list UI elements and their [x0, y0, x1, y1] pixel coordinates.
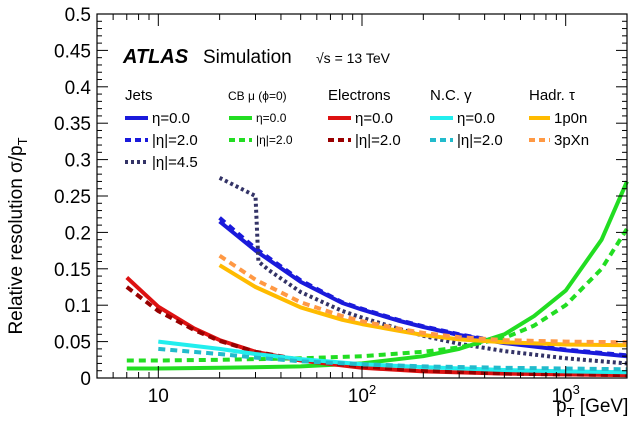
y-tick-label: 0.15 [54, 260, 91, 281]
experiment-label: ATLAS [122, 46, 189, 68]
legend-title-photons: N.C. γ [430, 87, 472, 104]
y-tick-label: 0.35 [54, 114, 91, 135]
legend-title-jets: Jets [125, 87, 153, 104]
x-tick-label: 103 [551, 382, 579, 407]
series-line-2 [218, 176, 628, 366]
legend-title-electrons: Electrons [328, 87, 391, 104]
legend-label-muon-eta0: η=0.0 [256, 111, 287, 125]
legend-label-muon-eta2: |η|=2.0 [256, 133, 293, 147]
legend-label-photon-eta0: η=0.0 [457, 110, 495, 127]
y-axis-title: Relative resolution σ/pT [6, 137, 30, 334]
x-axis-title: pT [GeV] [556, 396, 628, 420]
y-tick-label: 0.25 [54, 187, 91, 208]
legend-label-jets-eta45: |η|=4.5 [152, 154, 198, 171]
series-line-3 [126, 180, 629, 371]
x-tick-label: 10 [148, 386, 169, 407]
series-line-6 [125, 285, 628, 378]
y-tick-label: 0.2 [65, 223, 91, 244]
legend-label-jets-eta0: η=0.0 [152, 110, 190, 127]
series-line-10 [218, 254, 628, 345]
y-tick-label: 0.1 [65, 296, 91, 317]
y-tick-label: 0.05 [54, 333, 91, 354]
simulation-label: Simulation [203, 47, 292, 68]
energy-label: √s = 13 TeV [316, 50, 391, 66]
x-tick-label: 102 [348, 382, 376, 407]
legend-label-electron-eta2: |η|=2.0 [355, 132, 401, 149]
series-line-4 [126, 227, 629, 363]
y-tick-label: 0.4 [65, 78, 92, 99]
legend-label-tau-3pxn: 3pXn [554, 132, 589, 149]
y-axis: 0 0.05 0.1 0.15 0.2 0.25 0.3 0.35 0.4 0.45 0.5 [54, 5, 627, 390]
series-line-8 [158, 346, 628, 372]
plot-curves [125, 176, 629, 378]
x-axis: 10 102 103 [96, 14, 628, 407]
legend-label-electron-eta0: η=0.0 [355, 110, 393, 127]
legend-title-taus: Hadr. τ [529, 87, 575, 104]
y-tick-label: 0.45 [54, 41, 91, 62]
legend-label-jets-eta2: |η|=2.0 [152, 132, 198, 149]
legend-title-muons: CB μ (ϕ=0) [228, 89, 287, 103]
y-tick-label: 0.5 [65, 5, 91, 26]
legend-label-photon-eta2: |η|=2.0 [457, 132, 503, 149]
legend-label-tau-1p0n: 1p0n [554, 110, 587, 127]
y-tick-label: 0 [80, 369, 91, 390]
series-line-9 [218, 263, 628, 348]
y-tick-label: 0.3 [65, 151, 91, 172]
